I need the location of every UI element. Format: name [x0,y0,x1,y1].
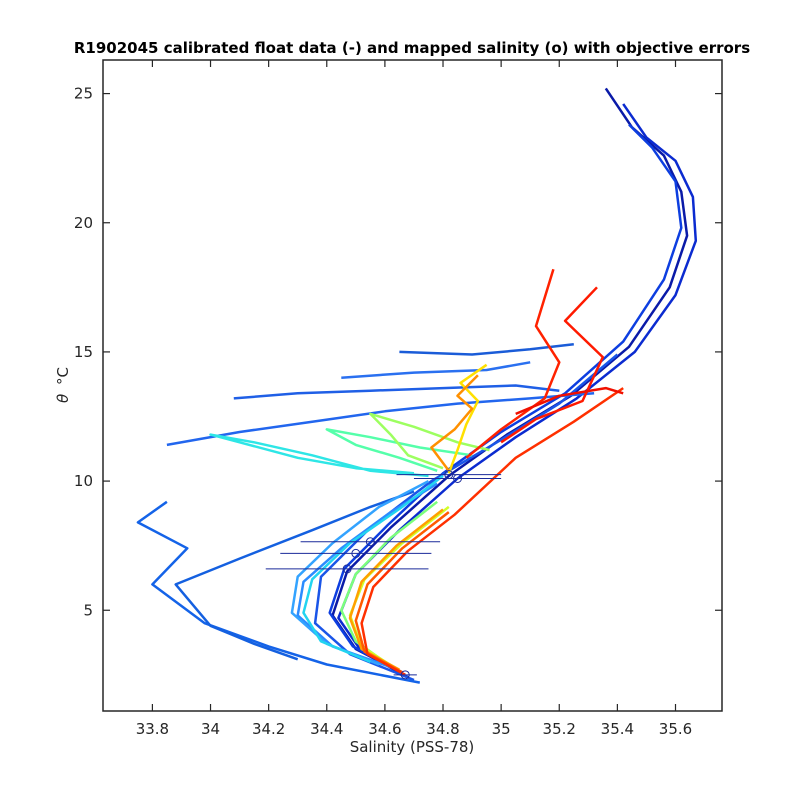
profile-line-16 [369,412,490,470]
profile-line-9 [341,361,531,379]
profile-line-3 [328,123,683,674]
profile-line-21 [430,374,479,472]
mapped-point-5 [342,564,352,574]
profile-line-6 [174,490,415,661]
axes-layer: 33.8 34 34.2 34.4 34.6 34.8 35 35.2 35.4 35.6 5 10 1… [74,59,723,738]
x-tick-label-9: 35.4 [601,720,634,738]
mapped-point-2 [453,474,463,483]
profile-line-8 [233,384,560,400]
profile-line-14 [209,433,429,478]
x-tick-label-10: 35.6 [659,720,692,738]
x-tick-label-4: 34.4 [310,720,343,738]
profile-line-25 [500,286,605,444]
mapped-point-3 [365,537,375,547]
y-axis-label: θ °C [54,367,72,403]
y-tick-label-1: 5 [83,601,93,619]
y-axis-label-symbol: θ [54,394,72,403]
profile-line-26 [515,386,624,416]
y-tick-label-2: 10 [74,472,93,490]
svg-text:θ °C: θ °C [54,367,72,403]
x-tick-label-1: 33.8 [136,720,169,738]
profile-line-24 [465,268,561,459]
x-tick-label-7: 35 [492,720,511,738]
chart-title: R1902045 calibrated float data (-) and m… [74,39,750,57]
profile-line-19 [447,363,488,474]
x-tick-label-2: 34 [201,720,220,738]
plot-layer [136,87,698,684]
x-tick-label-3: 34.2 [252,720,285,738]
x-axis-label: Salinity (PSS-78) [350,738,475,756]
y-tick-label-4: 20 [74,214,93,232]
mapped-point-6 [400,670,410,680]
profile-line-15 [325,428,473,472]
x-tick-label-6: 34.8 [426,720,459,738]
axes-frame [102,59,723,712]
profile-line-7 [166,392,595,447]
x-tick-label-8: 35.2 [543,720,576,738]
profile-line-10 [399,342,574,356]
profile-line-5 [136,500,421,684]
profile-line-23 [360,387,624,676]
y-tick-label-5: 25 [74,85,93,103]
profile-line-13 [302,474,444,664]
y-tick-label-3: 15 [74,343,93,361]
mapped-point-4 [351,548,361,558]
y-axis-label-unit: °C [54,367,72,385]
x-tick-label-5: 34.6 [368,720,401,738]
